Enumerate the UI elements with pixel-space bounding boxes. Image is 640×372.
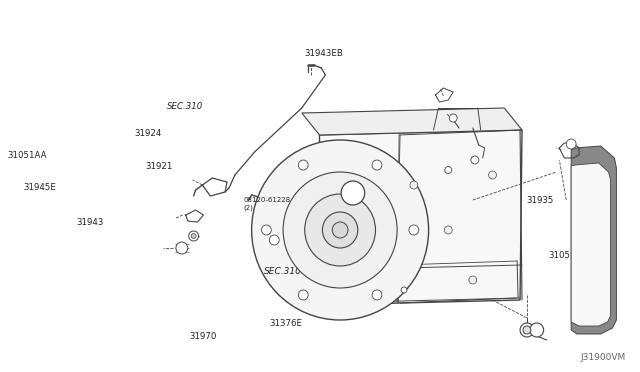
Circle shape [520,323,534,337]
Circle shape [523,326,531,334]
Polygon shape [302,108,522,135]
Text: 31943: 31943 [77,218,104,227]
Text: 31051A: 31051A [548,251,582,260]
Circle shape [471,156,479,164]
Text: 31935: 31935 [527,196,554,205]
Circle shape [332,222,348,238]
Circle shape [283,172,397,288]
Circle shape [401,287,407,293]
Circle shape [530,323,543,337]
Polygon shape [571,146,616,334]
Circle shape [298,160,308,170]
Text: 31945E: 31945E [23,183,56,192]
Text: 31051AA: 31051AA [8,151,47,160]
Text: 31943EA: 31943EA [319,274,358,283]
Text: 31970: 31970 [189,332,216,341]
Circle shape [444,226,452,234]
Text: SEC.310: SEC.310 [264,267,302,276]
Text: 31921: 31921 [146,162,173,171]
Circle shape [372,290,382,300]
Circle shape [488,171,497,179]
Polygon shape [571,163,611,326]
Text: 31506U: 31506U [352,234,386,243]
Circle shape [269,235,279,245]
Text: 31943EB: 31943EB [304,49,343,58]
Circle shape [372,160,382,170]
Circle shape [191,234,196,238]
Text: J31900VM: J31900VM [580,353,625,362]
Text: 3: 3 [351,190,355,196]
Circle shape [262,225,271,235]
Circle shape [323,212,358,248]
Circle shape [469,276,477,284]
Circle shape [449,114,457,122]
Circle shape [566,139,576,149]
Circle shape [298,290,308,300]
Circle shape [252,140,429,320]
Text: 31924: 31924 [134,129,162,138]
Circle shape [341,181,365,205]
Circle shape [409,225,419,235]
Text: SEC.310: SEC.310 [167,102,203,110]
Circle shape [176,242,188,254]
Circle shape [189,231,198,241]
Text: 08120-61228
(2): 08120-61228 (2) [244,197,291,211]
Circle shape [445,167,452,173]
Circle shape [410,181,418,189]
Circle shape [305,194,376,266]
Text: 31376E: 31376E [269,319,302,328]
Polygon shape [319,130,522,305]
